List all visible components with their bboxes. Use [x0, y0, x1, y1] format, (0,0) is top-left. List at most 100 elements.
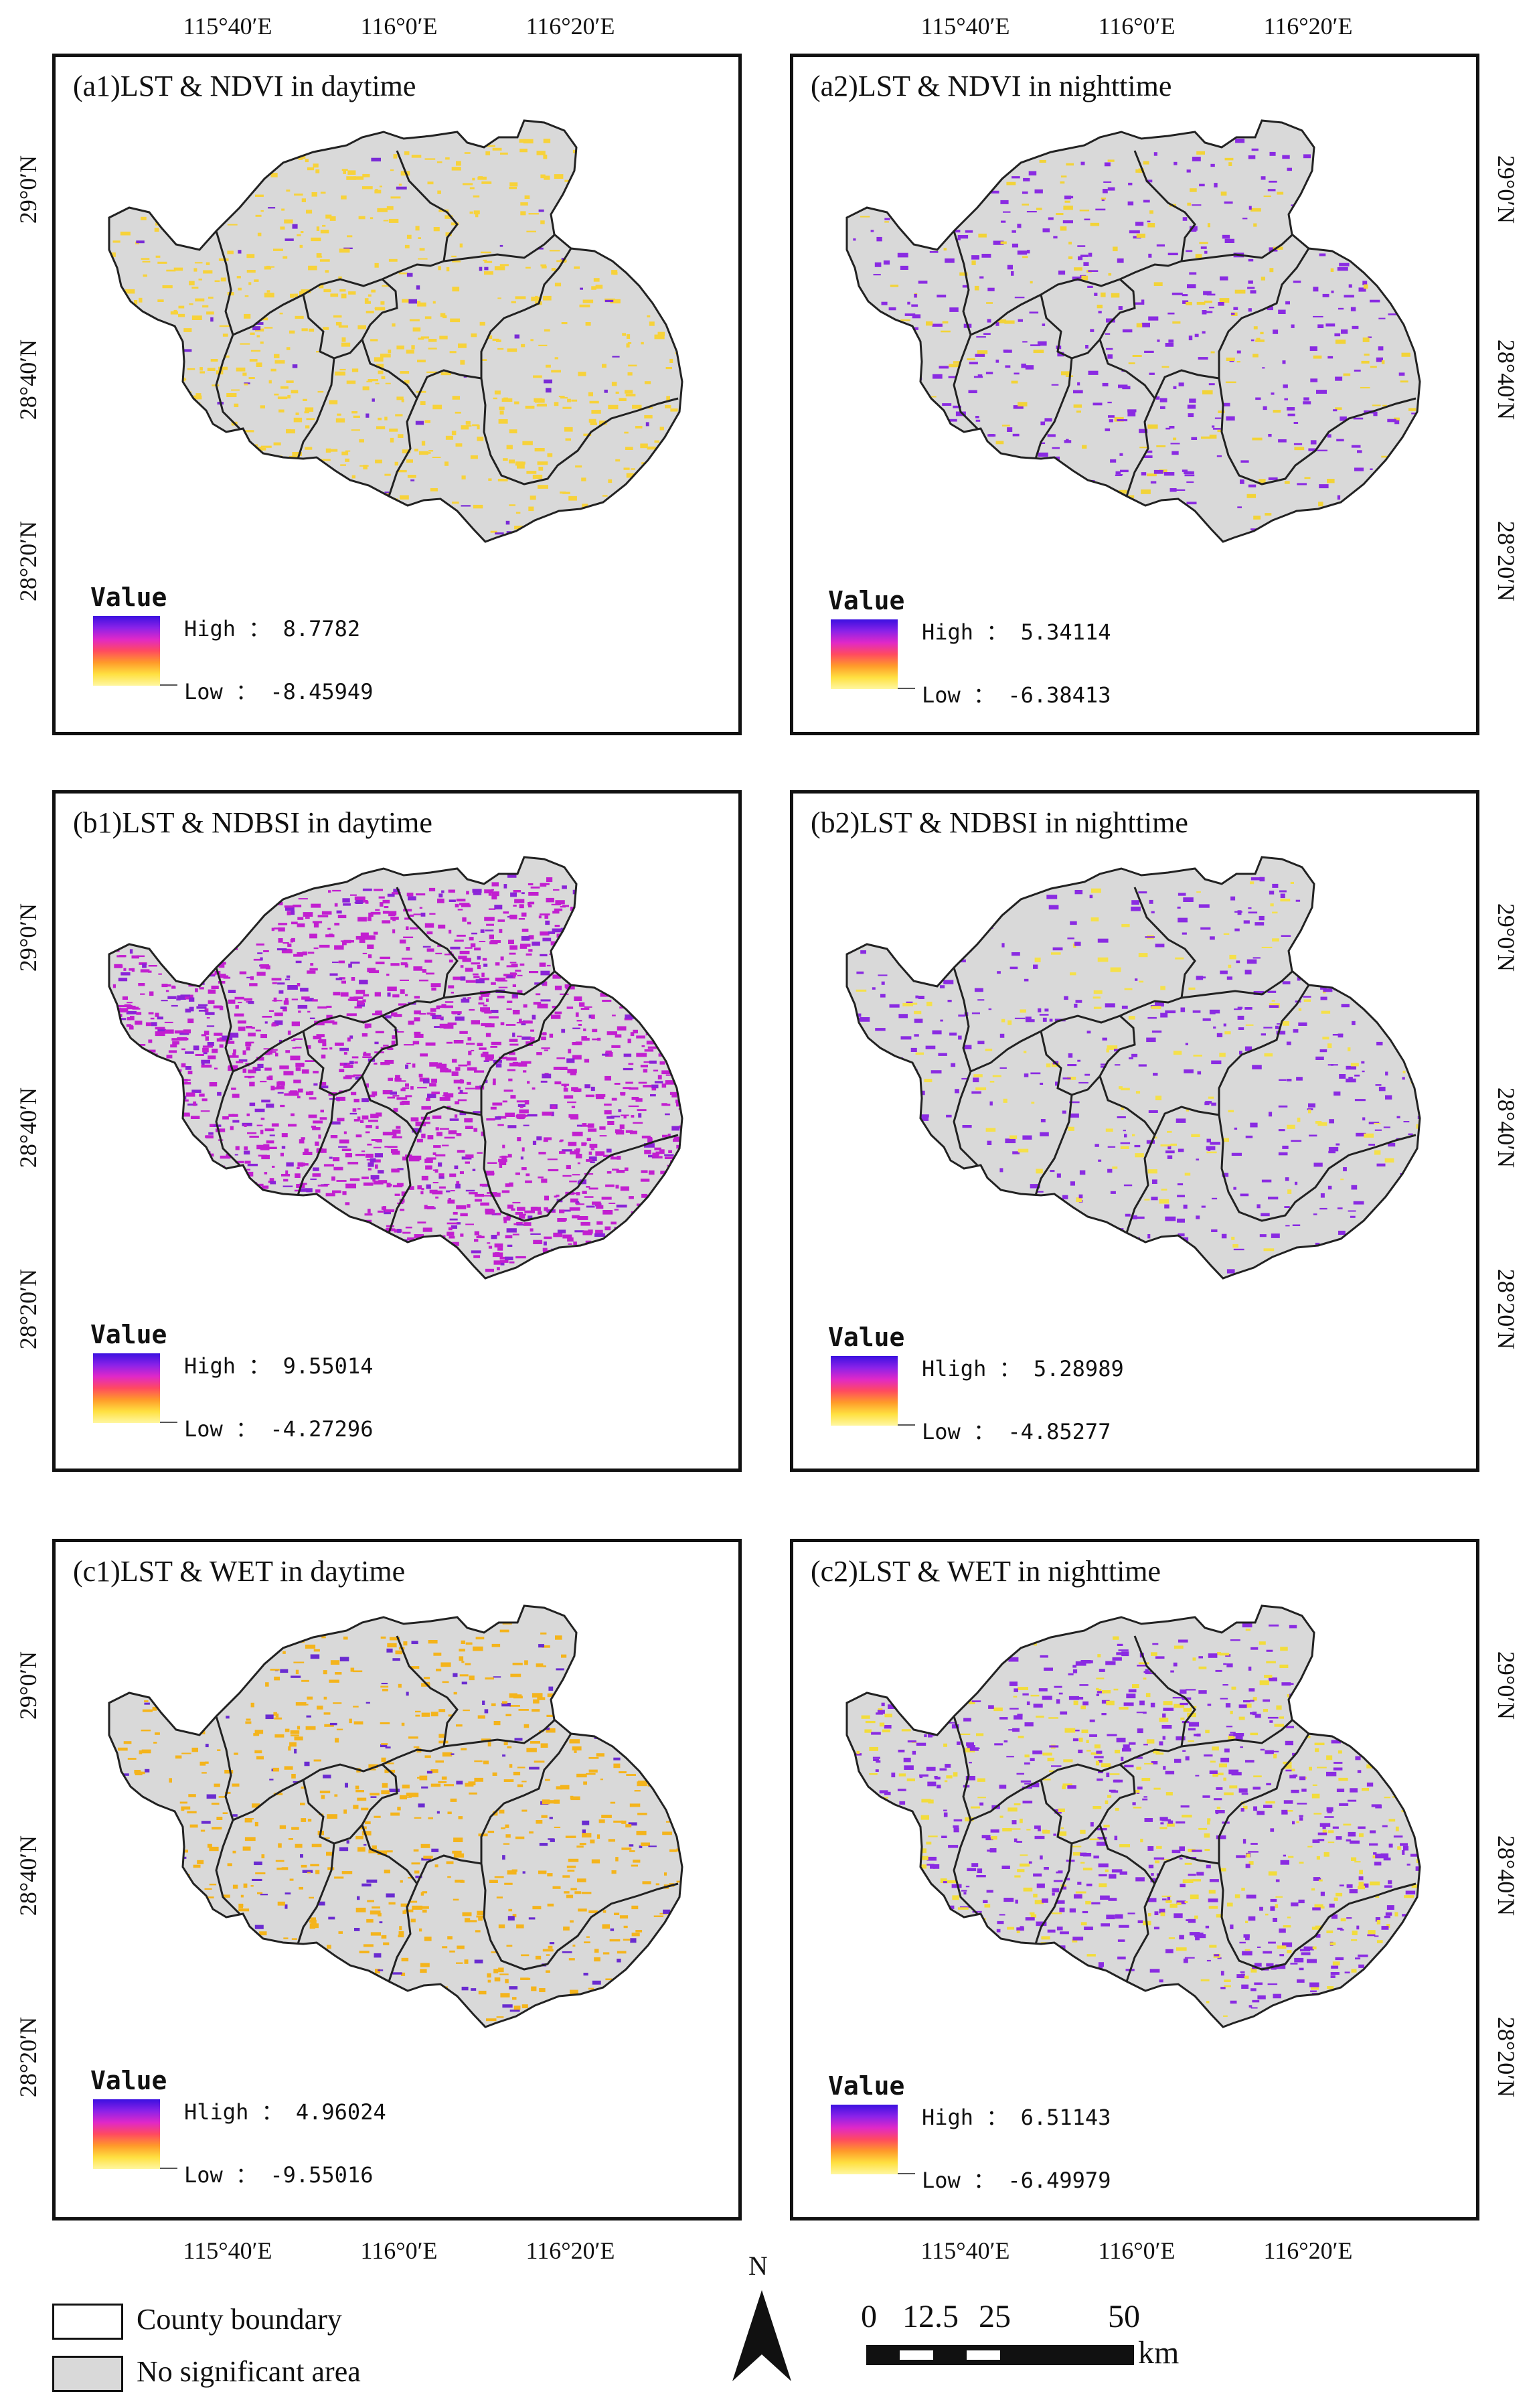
significant-cell — [1383, 1126, 1390, 1128]
significant-cell — [512, 1997, 517, 2000]
significant-cell — [1101, 292, 1106, 297]
significant-cell — [1202, 1018, 1211, 1021]
significant-cell — [232, 455, 240, 457]
significant-cell — [1196, 1215, 1200, 1219]
significant-cell — [148, 1094, 155, 1098]
significant-cell — [185, 1066, 191, 1070]
significant-cell — [227, 1863, 232, 1866]
significant-cell — [308, 1114, 317, 1118]
significant-cell — [341, 980, 346, 984]
significant-cell — [654, 1236, 663, 1241]
significant-cell — [474, 1231, 479, 1235]
significant-cell — [418, 979, 428, 982]
significant-cell — [850, 1035, 860, 1039]
significant-cell — [588, 1987, 594, 1990]
significant-cell — [418, 337, 424, 340]
significant-cell — [941, 470, 949, 473]
significant-cell — [353, 1706, 359, 1708]
significant-cell — [659, 1149, 665, 1154]
significant-cell — [957, 235, 969, 239]
significant-cell — [522, 1871, 525, 1874]
significant-cell — [604, 299, 614, 303]
significant-cell — [1337, 495, 1341, 500]
significant-cell — [1149, 210, 1153, 214]
significant-cell — [605, 1978, 613, 1981]
significant-cell — [1234, 1127, 1238, 1130]
significant-cell — [1369, 256, 1374, 261]
significant-cell — [967, 358, 975, 360]
significant-cell — [299, 291, 305, 296]
significant-cell — [142, 260, 151, 262]
significant-cell — [1354, 1239, 1364, 1244]
significant-cell — [316, 1034, 325, 1037]
significant-cell — [425, 1165, 432, 1170]
significant-cell — [173, 1103, 182, 1106]
significant-cell — [388, 258, 398, 262]
significant-cell — [396, 1031, 404, 1033]
significant-cell — [423, 1079, 430, 1083]
significant-cell — [349, 1178, 360, 1181]
significant-cell — [390, 963, 400, 966]
significant-cell — [657, 331, 665, 336]
color-ramp — [831, 619, 898, 689]
significant-cell — [503, 397, 508, 402]
significant-cell — [500, 1262, 505, 1266]
significant-cell — [319, 1791, 331, 1793]
significant-cell — [1240, 479, 1244, 484]
significant-cell — [421, 1683, 430, 1687]
significant-cell — [162, 285, 173, 289]
significant-cell — [1170, 443, 1180, 445]
significant-cell — [206, 1175, 210, 1178]
significant-cell — [274, 360, 285, 364]
significant-cell — [461, 904, 471, 907]
significant-cell — [1117, 1116, 1126, 1118]
significant-cell — [301, 1137, 305, 1140]
significant-cell — [421, 1106, 431, 1110]
significant-cell — [1149, 372, 1155, 375]
significant-cell — [584, 1173, 594, 1175]
significant-cell — [236, 367, 246, 372]
significant-cell — [1186, 471, 1194, 474]
significant-cell — [1083, 487, 1094, 492]
significant-cell — [197, 1860, 204, 1864]
significant-cell — [1139, 429, 1148, 433]
significant-cell — [128, 1075, 137, 1080]
significant-cell — [368, 1209, 371, 1213]
significant-cell — [473, 195, 480, 198]
significant-cell — [490, 1106, 497, 1110]
significant-cell — [456, 1181, 460, 1185]
significant-cell — [115, 1158, 122, 1162]
significant-cell — [647, 446, 656, 450]
significant-cell — [268, 1181, 272, 1183]
significant-cell — [273, 442, 281, 446]
significant-cell — [637, 206, 643, 208]
significant-cell — [479, 267, 483, 271]
legend-title: Value — [90, 1320, 167, 1349]
significant-cell — [582, 299, 594, 303]
significant-cell — [374, 1062, 378, 1065]
significant-cell — [338, 960, 345, 964]
significant-cell — [163, 1150, 167, 1152]
significant-cell — [683, 1797, 692, 1799]
significant-cell — [1340, 915, 1348, 920]
significant-cell — [1313, 355, 1322, 359]
significant-cell — [1031, 1102, 1035, 1104]
significant-cell — [394, 1077, 402, 1082]
significant-cell — [1284, 398, 1288, 400]
significant-cell — [1401, 1199, 1411, 1203]
significant-cell — [518, 1709, 529, 1711]
significant-cell — [301, 1198, 304, 1203]
significant-cell — [665, 1187, 669, 1190]
significant-cell — [1074, 1003, 1078, 1008]
significant-cell — [228, 1033, 238, 1035]
significant-cell — [1269, 180, 1277, 183]
significant-cell — [532, 1709, 540, 1712]
significant-cell — [261, 1185, 269, 1189]
significant-cell — [325, 1193, 335, 1197]
significant-cell — [599, 945, 610, 948]
significant-cell — [304, 1761, 310, 1766]
significant-cell — [661, 504, 669, 506]
significant-cell — [392, 1241, 402, 1245]
significant-cell — [514, 899, 525, 903]
significant-cell — [147, 1094, 154, 1099]
